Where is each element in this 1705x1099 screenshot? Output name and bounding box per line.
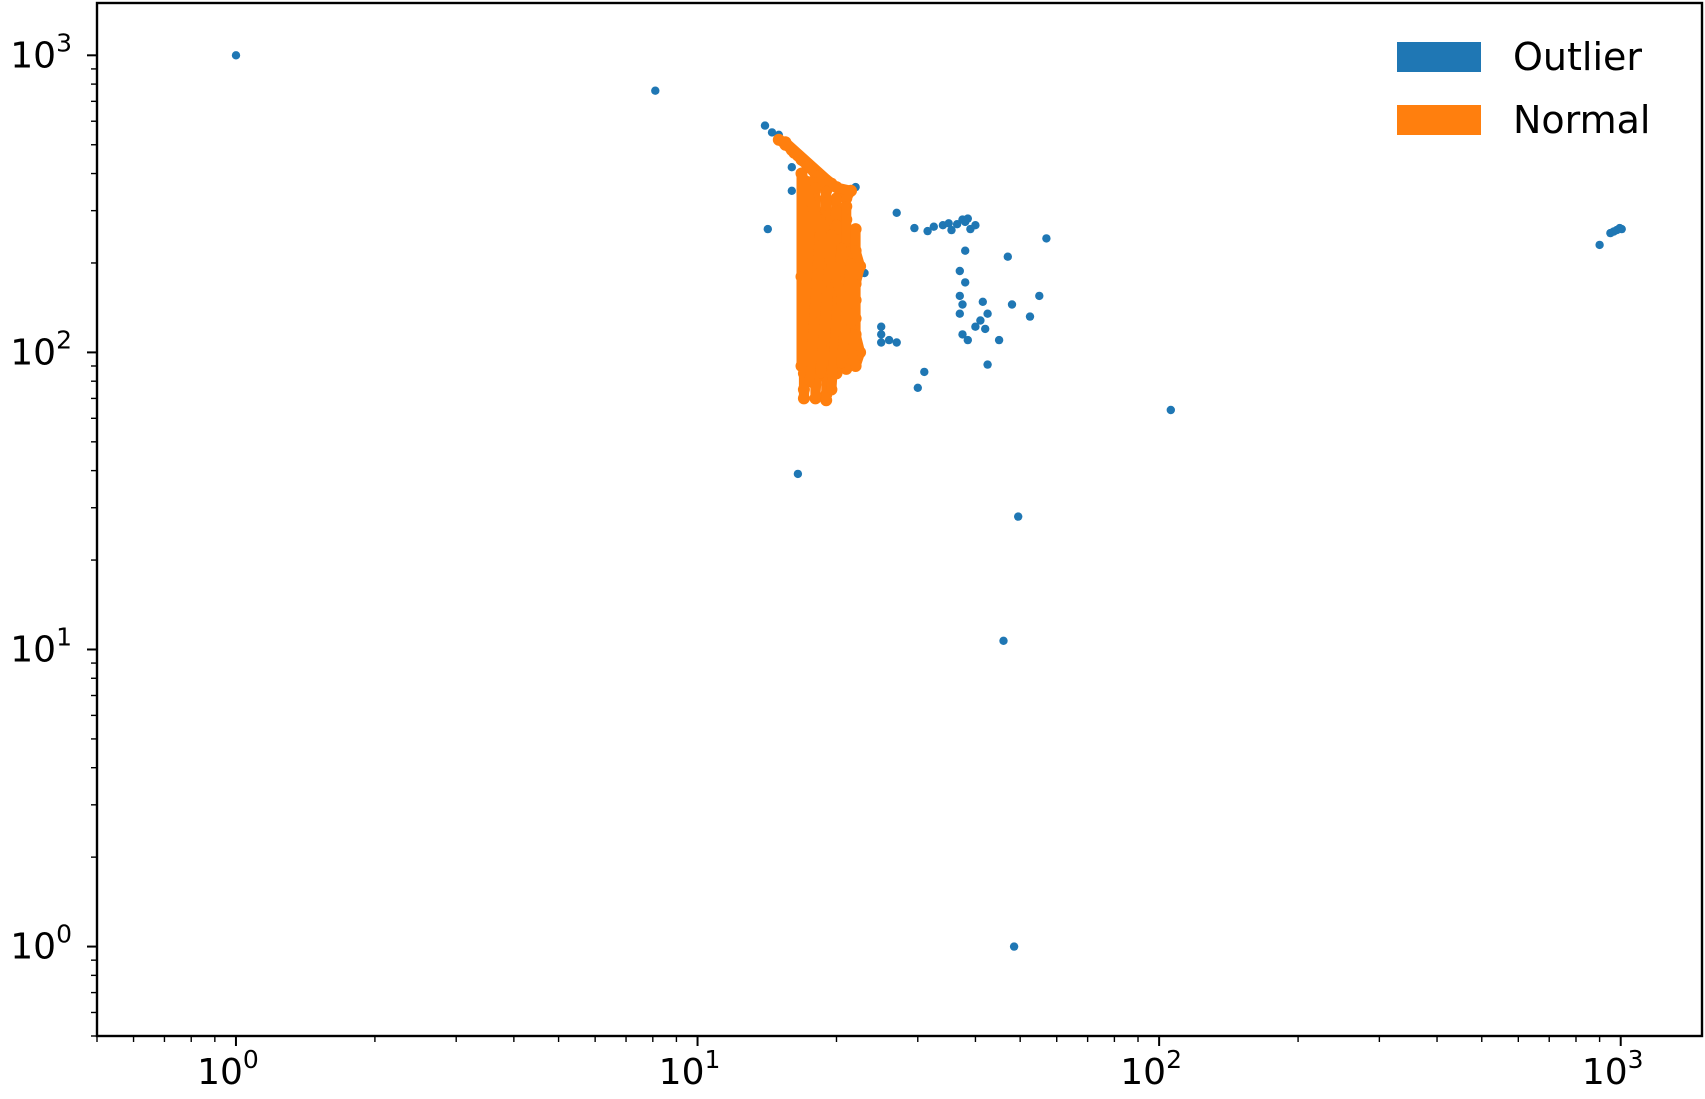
legend: Outlier Normal [1397,35,1651,142]
data-point [1014,512,1023,521]
y-tick-label: 103 [10,28,72,76]
data-point [983,309,992,318]
data-point [963,214,972,223]
x-tick-label: 101 [659,1045,721,1093]
legend-label-normal: Normal [1513,98,1651,142]
data-point [923,226,932,236]
data-point [978,297,987,306]
data-point [651,86,660,95]
data-point [994,335,1004,345]
data-point [958,330,967,339]
data-point [1003,252,1012,261]
data-point [877,338,886,347]
x-tick-label: 100 [197,1045,259,1093]
data-point [1035,291,1044,301]
x-axis-ticks [96,1036,1622,1046]
data-point [760,121,770,130]
series-normal-density [773,134,866,406]
data-point [884,335,894,345]
data-point [955,266,964,276]
data-point [920,367,929,377]
data-point [961,278,970,287]
density-stroke [798,175,856,196]
data-point [983,360,992,369]
data-point [955,309,964,318]
plot-frame [95,1,1704,1038]
legend-label-outlier: Outlier [1513,35,1642,79]
series-outlier [231,51,1626,951]
y-axis-ticks [87,54,97,1037]
data-point [892,208,901,217]
data-point [944,219,953,228]
data-point [892,338,901,347]
data-point [929,222,938,231]
data-point [787,186,796,195]
legend-swatch-outlier [1397,42,1481,72]
data-point [1007,300,1017,309]
y-axis-tick-labels: 100 101 102 103 [10,28,72,967]
data-point [999,636,1008,645]
data-point [971,322,980,331]
y-tick-label: 102 [10,325,72,373]
data-point [1042,234,1051,243]
data-point [910,223,919,233]
y-tick-label: 100 [10,920,72,968]
data-point [1595,240,1604,250]
data-point [877,330,886,339]
legend-swatch-normal [1397,105,1481,135]
data-point [913,383,922,392]
data-point [1025,312,1035,321]
data-point [981,324,990,334]
data-point [947,225,956,235]
data-point [961,246,970,255]
data-point [767,128,777,137]
data-point [787,163,796,172]
data-point [877,322,886,331]
data-point [971,221,980,230]
data-point [963,335,972,345]
data-point [1617,224,1626,234]
data-point [955,291,964,301]
data-point [976,316,985,325]
data-point [958,300,967,309]
data-point [793,469,803,479]
data-point [1166,405,1176,415]
plot-points [231,51,1626,951]
data-point [763,224,772,234]
data-point [231,51,241,60]
x-tick-label: 103 [1582,1045,1644,1093]
x-axis-tick-labels: 100 101 102 103 [197,1045,1643,1093]
y-tick-label: 101 [10,622,72,670]
density-stroke [796,168,856,329]
x-tick-label: 102 [1120,1045,1182,1093]
data-point [1009,942,1019,951]
